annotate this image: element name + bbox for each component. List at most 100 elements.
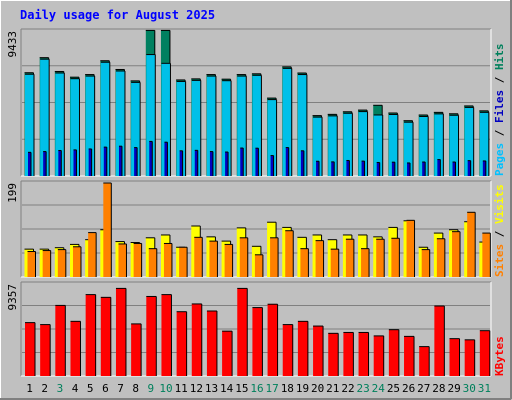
x-label-day-26: 26: [402, 382, 415, 395]
bar-pages-day-19: [300, 150, 305, 176]
bar-pages-day-17: [270, 155, 275, 176]
bar-sites-day-22: [345, 238, 355, 277]
bar-files-day-2-fill: [40, 59, 50, 176]
bar-pages-day-20: [316, 160, 320, 176]
bar-sites-day-21: [330, 248, 340, 277]
bar-pages-day-5: [88, 148, 93, 176]
bar-kbytes-day-29: [449, 338, 461, 376]
bar-pages-day-26-fill: [407, 162, 411, 176]
bar-files-day-27: [419, 116, 429, 176]
bar-kbytes-day-19: [297, 320, 309, 376]
bar-files-day-26: [404, 121, 414, 176]
bar-sites-day-4: [72, 246, 82, 277]
bar-kbytes-day-3-fill: [55, 305, 66, 376]
bar-files-day-29-fill: [449, 115, 459, 176]
bar-pages-day-15-fill: [240, 148, 244, 176]
x-label-day-19: 19: [296, 382, 309, 395]
bar-kbytes-day-20-fill: [313, 326, 324, 376]
bar-kbytes-day-24: [373, 335, 385, 376]
bar-files-day-6-fill: [100, 62, 110, 176]
bar-sites-day-15-fill: [239, 237, 248, 277]
x-label-day-17: 17: [266, 382, 279, 395]
bar-kbytes-day-28-fill: [434, 305, 445, 376]
bar-sites-day-20: [315, 240, 325, 277]
bar-kbytes-day-21: [328, 332, 339, 376]
x-label-day-14: 14: [220, 382, 234, 395]
bar-sites-day-29-fill: [452, 231, 461, 277]
bar-files-day-30-fill: [464, 107, 474, 176]
bar-sites-day-26: [406, 219, 416, 277]
bar-sites-day-10: [163, 242, 173, 277]
bar-pages-day-28-fill: [437, 159, 441, 176]
bar-sites-day-25: [391, 237, 400, 277]
bar-sites-day-11: [179, 246, 188, 277]
bar-kbytes-day-11: [176, 311, 188, 376]
bar-kbytes-day-30-fill: [464, 339, 475, 376]
bar-sites-day-1-fill: [27, 251, 36, 277]
bar-pages-day-24: [376, 161, 381, 176]
bar-kbytes-day-14: [222, 330, 233, 376]
bar-kbytes-day-8: [131, 323, 142, 376]
bar-kbytes-day-11-fill: [176, 311, 187, 376]
bar-sites-day-4-fill: [72, 246, 81, 277]
bar-files-day-27-fill: [419, 116, 429, 176]
bar-kbytes-day-13-fill: [206, 311, 217, 376]
bar-pages-day-21-fill: [331, 161, 335, 176]
bar-files-day-31-fill: [479, 112, 489, 176]
bar-files-day-11: [176, 80, 187, 176]
bar-pages-day-26: [407, 162, 411, 176]
legend-part-top-0: Pages: [493, 143, 506, 176]
bar-pages-day-11-fill: [179, 150, 183, 176]
bar-sites-day-26-fill: [406, 220, 415, 277]
x-label-day-2: 2: [41, 382, 48, 395]
bar-sites-day-9: [148, 248, 158, 277]
bar-kbytes-day-24-fill: [373, 335, 384, 376]
x-label-day-7: 7: [117, 382, 124, 395]
bar-pages-day-28: [437, 159, 441, 176]
bar-files-day-22: [343, 112, 353, 176]
bar-pages-day-22: [346, 159, 350, 176]
bar-pages-day-23-fill: [361, 161, 365, 176]
bar-pages-day-10: [164, 141, 168, 176]
bar-pages-day-18: [285, 147, 290, 176]
bar-kbytes-day-22: [343, 331, 354, 376]
bar-kbytes-day-18-fill: [282, 324, 293, 376]
bar-sites-day-31-fill: [482, 233, 491, 277]
chart-panel-middle: 199 Sites / Visits: [6, 180, 506, 278]
bar-files-day-28: [434, 113, 444, 176]
bar-kbytes-day-20: [313, 325, 324, 376]
bar-kbytes-day-13: [206, 310, 218, 376]
legend-part-bottom-0: KBytes: [493, 336, 506, 376]
bar-files-day-15: [237, 75, 247, 176]
bar-pages-day-30: [467, 160, 472, 176]
bar-files-day-11-fill: [176, 81, 186, 176]
bar-pages-day-1-fill: [28, 152, 31, 176]
legend-top: Pages / Files / Hits: [493, 44, 506, 177]
bar-pages-day-12-fill: [194, 150, 198, 176]
bar-pages-day-29-fill: [452, 162, 456, 176]
bar-sites-day-15: [239, 237, 249, 277]
bar-kbytes-day-10: [161, 294, 172, 376]
bar-pages-day-5-fill: [88, 148, 92, 176]
bar-sites-day-17: [270, 237, 279, 277]
bar-kbytes-day-9-fill: [146, 296, 157, 376]
bar-kbytes-day-17: [267, 303, 279, 376]
bar-pages-day-8: [134, 147, 138, 176]
bar-sites-day-8: [133, 242, 143, 277]
bar-kbytes-day-31: [479, 330, 491, 376]
bar-pages-day-2-fill: [43, 151, 47, 176]
bar-kbytes-day-6-fill: [100, 297, 111, 376]
bar-sites-day-22-fill: [345, 239, 354, 277]
bar-kbytes-day-1: [25, 322, 36, 376]
bar-pages-day-27-fill: [422, 162, 426, 176]
bar-files-day-22-fill: [343, 113, 353, 176]
bar-kbytes-day-27: [419, 346, 430, 376]
bar-sites-day-30-fill: [467, 212, 476, 277]
bar-files-day-2: [40, 58, 50, 176]
bar-kbytes-day-3: [55, 304, 66, 376]
bar-files-day-18-fill: [282, 68, 292, 176]
bar-files-day-14-fill: [222, 80, 232, 176]
legend-part-top-3: /: [493, 70, 506, 90]
bar-files-day-29: [449, 114, 460, 176]
bar-kbytes-day-16-fill: [252, 307, 263, 376]
